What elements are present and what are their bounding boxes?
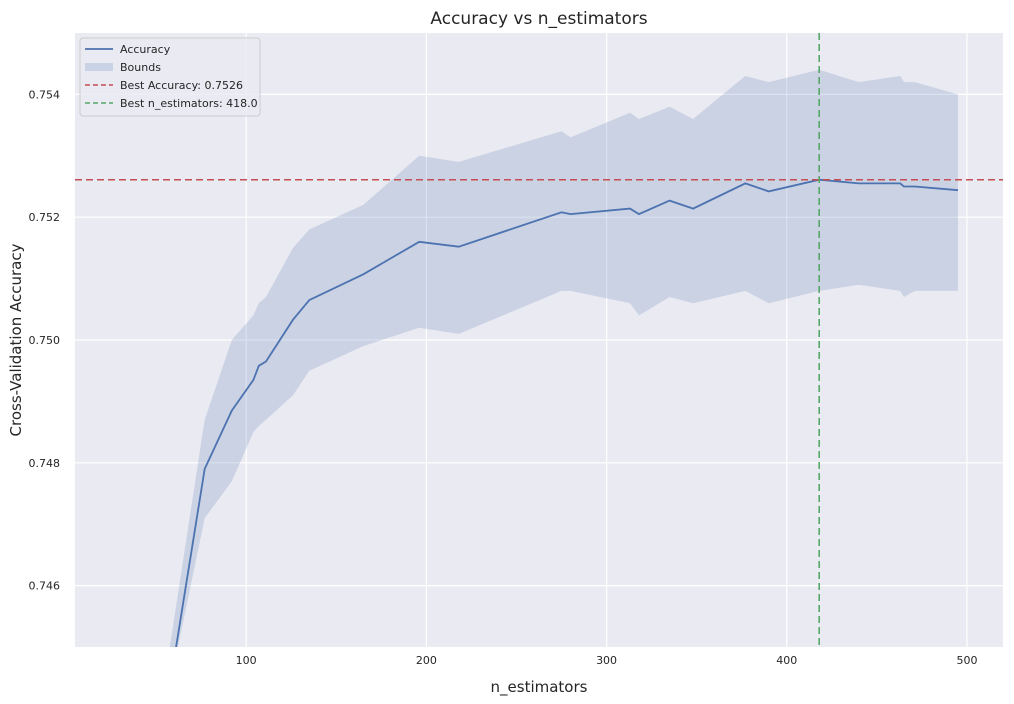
legend-label: Bounds: [120, 61, 161, 74]
x-axis-label: n_estimators: [491, 678, 588, 697]
x-tick-label: 200: [416, 654, 437, 667]
legend-label: Best Accuracy: 0.7526: [120, 79, 243, 92]
plot-area: 100 200 300 400 500 0.746 0.748 0.750 0.752 0.754: [29, 33, 1003, 667]
legend: Accuracy Bounds Best Accuracy: 0.7526 Best …: [79, 37, 261, 117]
accuracy-line: [175, 178, 959, 647]
x-tick-label: 100: [236, 654, 257, 667]
y-tick-label: 0.748: [29, 457, 61, 470]
legend-label: Best n_estimators: 418.0: [120, 97, 258, 110]
y-axis-label: Cross-Validation Accuracy: [7, 243, 25, 436]
y-tick-label: 0.754: [29, 88, 61, 101]
x-tick-label: 500: [956, 654, 977, 667]
legend-handle-bounds: [85, 63, 113, 71]
legend-label: Accuracy: [120, 43, 171, 56]
y-tick-label: 0.746: [29, 580, 61, 593]
y-tick-label: 0.750: [29, 334, 61, 347]
y-tick-label: 0.752: [29, 211, 61, 224]
x-tick-label: 400: [776, 654, 797, 667]
plot-series: [75, 33, 1003, 647]
legend-box: [79, 37, 261, 117]
bounds-band: [169, 69, 958, 647]
chart-title: Accuracy vs n_estimators: [430, 9, 647, 29]
x-tick-label: 300: [596, 654, 617, 667]
